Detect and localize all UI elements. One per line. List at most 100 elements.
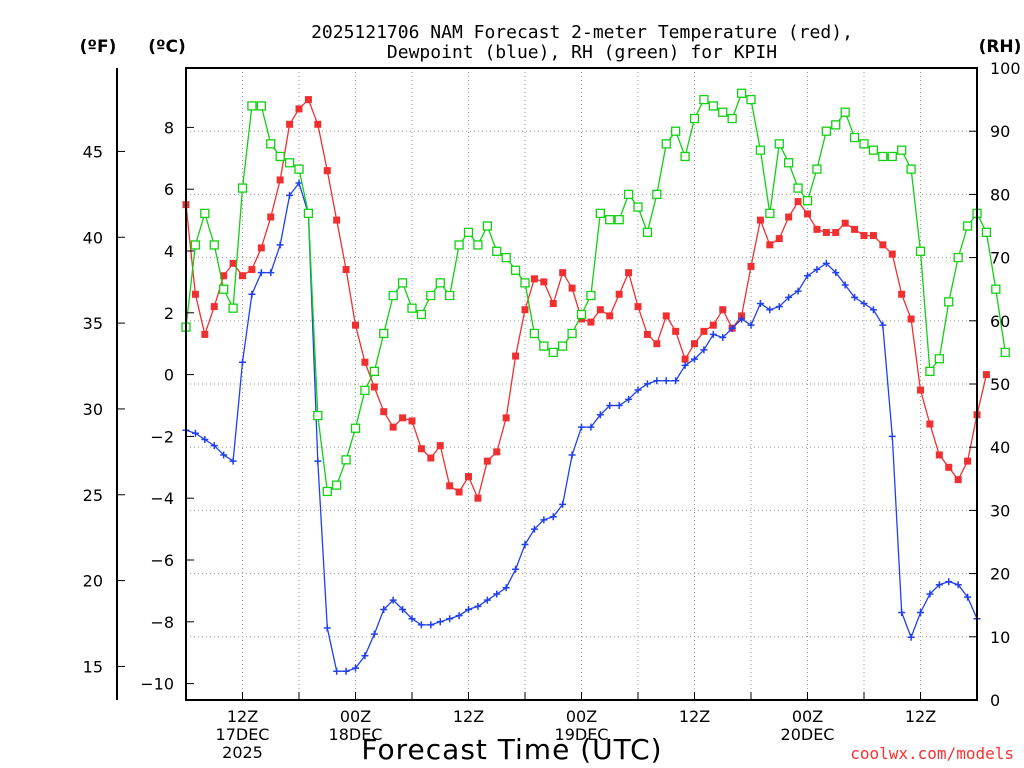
data-point bbox=[633, 202, 643, 212]
data-point bbox=[465, 473, 472, 481]
data-point bbox=[879, 241, 887, 249]
series-layer bbox=[181, 88, 1010, 675]
data-point bbox=[982, 371, 990, 379]
data-point bbox=[662, 312, 670, 320]
data-point bbox=[878, 151, 888, 162]
data-point bbox=[953, 252, 963, 263]
rh-tick-label: 10 bbox=[990, 628, 1010, 647]
data-point bbox=[879, 321, 887, 329]
fahrenheit-tick-label: 25 bbox=[83, 486, 103, 505]
data-point bbox=[558, 341, 568, 351]
data-point bbox=[653, 377, 661, 385]
data-point bbox=[736, 88, 747, 98]
fahrenheit-tick-label: 30 bbox=[83, 400, 103, 419]
data-point bbox=[672, 327, 680, 335]
data-point bbox=[190, 240, 201, 250]
celsius-tick-label: 8 bbox=[164, 118, 174, 137]
data-point bbox=[267, 269, 275, 277]
data-point bbox=[587, 423, 595, 431]
data-point bbox=[474, 602, 482, 610]
data-point bbox=[643, 330, 651, 338]
data-point bbox=[775, 235, 783, 243]
data-point bbox=[247, 101, 257, 111]
data-point bbox=[388, 290, 398, 301]
data-point bbox=[257, 269, 265, 277]
data-point bbox=[708, 101, 718, 111]
data-point bbox=[719, 306, 727, 314]
data-point bbox=[323, 167, 331, 175]
data-point bbox=[426, 290, 436, 301]
data-point bbox=[794, 287, 802, 295]
data-point bbox=[529, 328, 540, 339]
data-point bbox=[295, 105, 303, 113]
data-point bbox=[210, 442, 218, 450]
data-point bbox=[699, 94, 709, 105]
credit-label: coolwx.com/models bbox=[850, 744, 1014, 763]
data-point bbox=[625, 269, 633, 277]
data-point bbox=[314, 120, 322, 128]
data-point bbox=[435, 278, 445, 288]
data-point bbox=[209, 240, 219, 250]
data-point bbox=[200, 208, 210, 219]
data-point bbox=[266, 139, 276, 149]
data-point bbox=[625, 395, 633, 403]
data-point bbox=[681, 355, 689, 363]
data-point bbox=[851, 225, 859, 233]
data-point bbox=[568, 451, 576, 459]
celsius-tick-label: 4 bbox=[164, 242, 174, 261]
data-point bbox=[313, 410, 323, 421]
data-point bbox=[417, 621, 425, 629]
data-point bbox=[962, 221, 973, 231]
data-point bbox=[220, 272, 228, 280]
celsius-tick-label: −6 bbox=[150, 551, 174, 570]
data-point bbox=[709, 321, 717, 329]
data-point bbox=[567, 328, 577, 339]
data-point bbox=[229, 259, 237, 267]
data-point bbox=[822, 259, 830, 267]
data-point bbox=[860, 232, 868, 240]
data-point bbox=[549, 300, 557, 308]
x-tick-label: 12Z bbox=[227, 707, 258, 726]
x-tick-label: 18DEC bbox=[329, 725, 383, 744]
data-point bbox=[361, 652, 369, 660]
data-point bbox=[219, 284, 229, 294]
data-point bbox=[606, 312, 614, 320]
data-point bbox=[294, 164, 304, 174]
data-point bbox=[257, 244, 265, 252]
data-point bbox=[804, 272, 811, 280]
data-point bbox=[849, 132, 860, 143]
data-point bbox=[446, 482, 454, 490]
data-point bbox=[766, 306, 774, 314]
data-point bbox=[756, 216, 764, 224]
data-point bbox=[642, 227, 653, 237]
data-point bbox=[991, 284, 1001, 294]
x-tick-label: 19DEC bbox=[555, 725, 609, 744]
data-point bbox=[832, 228, 840, 236]
data-point bbox=[934, 354, 944, 364]
data-point bbox=[596, 411, 604, 419]
data-point bbox=[700, 327, 708, 335]
rh-tick-label: 40 bbox=[990, 438, 1010, 457]
data-point bbox=[605, 215, 615, 225]
data-point bbox=[747, 262, 755, 270]
data-point bbox=[284, 158, 295, 168]
data-point bbox=[841, 281, 849, 289]
data-point bbox=[502, 584, 510, 592]
data-point bbox=[201, 330, 209, 338]
data-point bbox=[691, 355, 698, 363]
data-point bbox=[718, 107, 728, 117]
data-point bbox=[248, 266, 256, 274]
data-point bbox=[653, 340, 661, 348]
chart-title-line-2: Dewpoint (blue), RH (green) for KPIH bbox=[387, 42, 777, 63]
data-point bbox=[463, 227, 474, 237]
data-point bbox=[455, 488, 463, 496]
data-point bbox=[549, 513, 557, 521]
data-point bbox=[436, 442, 444, 450]
data-point bbox=[868, 145, 879, 155]
x-tick-label: 12Z bbox=[453, 707, 484, 726]
data-point bbox=[530, 275, 538, 283]
data-point bbox=[1000, 347, 1010, 358]
series-temperature bbox=[182, 96, 990, 502]
data-point bbox=[728, 324, 736, 332]
data-point bbox=[840, 107, 850, 117]
